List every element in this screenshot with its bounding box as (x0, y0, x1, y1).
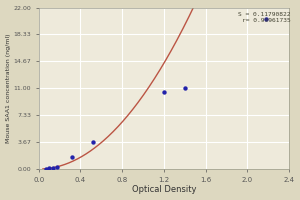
Point (55, 165, 60, 168)
Point (47, 167, 52, 170)
Point (44, 167, 48, 170)
Point (264, 17, 268, 20)
Point (161, 90, 166, 94)
Point (182, 87, 187, 90)
Text: S = 0.11790822
r= 0.99961735: S = 0.11790822 r= 0.99961735 (238, 12, 291, 23)
Point (51, 166, 56, 169)
Point (91, 140, 95, 144)
Y-axis label: Mouse SAA1 concentration (ng/ml): Mouse SAA1 concentration (ng/ml) (6, 34, 10, 143)
X-axis label: Optical Density: Optical Density (132, 185, 196, 194)
Point (70, 156, 74, 159)
